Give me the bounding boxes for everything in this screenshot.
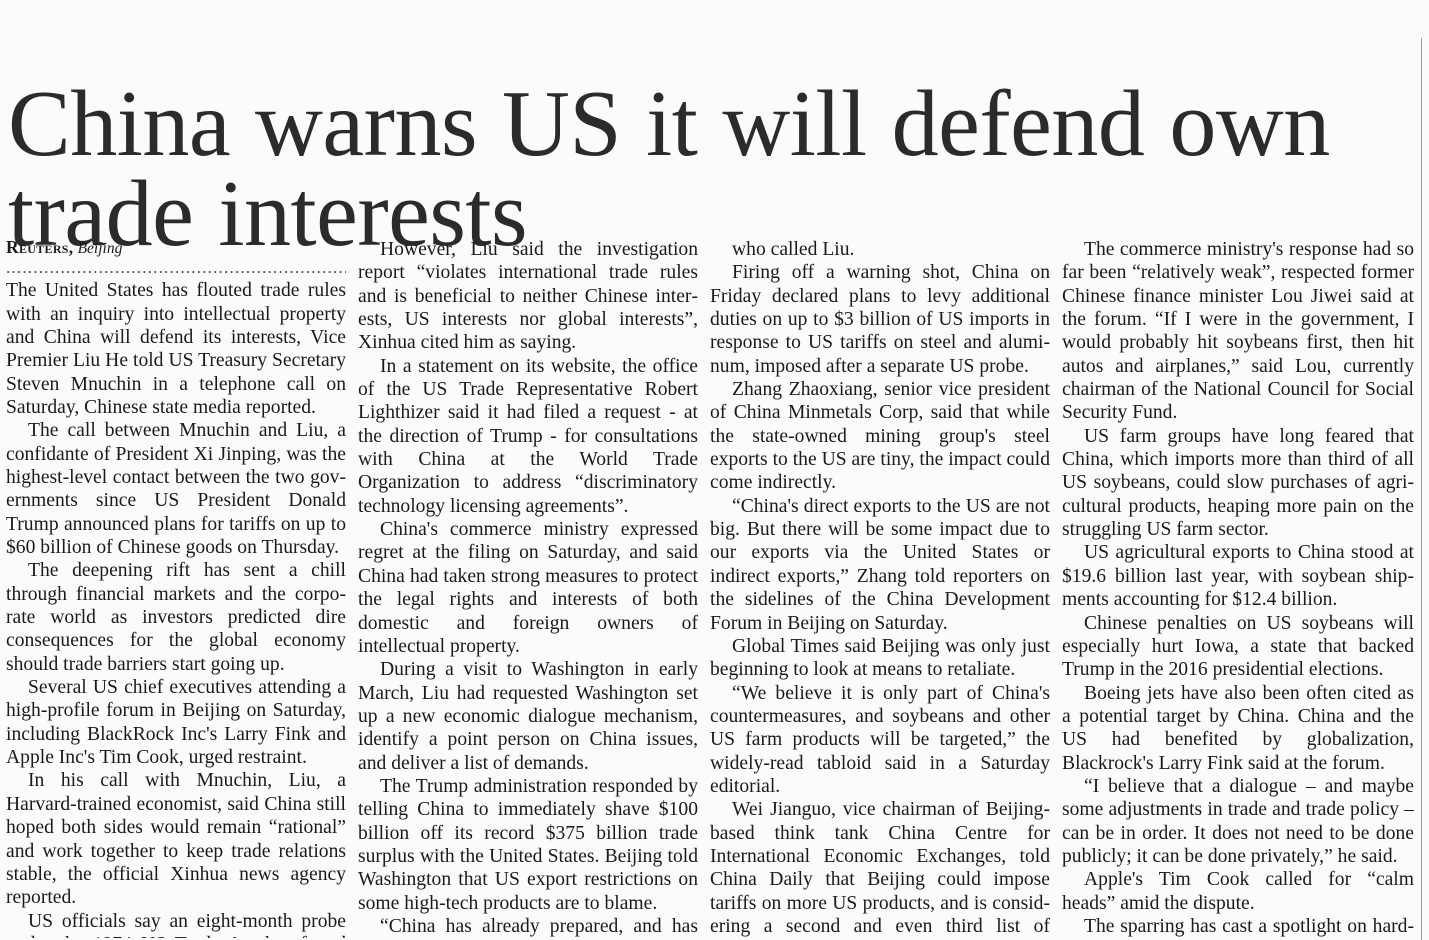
paragraph: The sparring has cast a spotlight on har…	[1084, 915, 1414, 937]
paragraph: During a visit to Washington in early Ma…	[358, 659, 698, 774]
paragraph: Zhang Zhaoxiang, senior vice president o…	[710, 379, 1050, 494]
paragraph: The commerce ministry's response had so …	[1062, 239, 1414, 424]
paragraph: US officials say an eight-month probe un…	[6, 910, 346, 938]
paragraph: China's commerce ministry expressed regr…	[358, 519, 698, 657]
paragraph: “China has already prepared, and has the…	[380, 915, 698, 937]
article-column-3: who called Liu. Firing off a warning shot…	[710, 238, 1050, 938]
paragraph: The call between Mnuchin and Liu, a conf…	[6, 420, 346, 559]
paragraph: Chinese penalties on US soybeans will es…	[1062, 612, 1414, 681]
paragraph: The deepening rift has sent a chill thro…	[6, 560, 346, 675]
paragraph: US agricultural exports to China stood a…	[1062, 542, 1414, 611]
byline-dotted-rule: ........................................…	[6, 263, 346, 278]
paragraph: In a statement on its website, the offic…	[358, 355, 698, 517]
paragraph: Global Times said Beijing was only just …	[710, 635, 1050, 681]
paragraph: The United States has flouted trade rule…	[6, 280, 346, 418]
paragraph: Apple's Tim Cook called for “calm heads”…	[1062, 869, 1414, 914]
byline-agency: Reuters,	[6, 238, 74, 257]
article-column-1: Reuters, Beijing .......................…	[6, 238, 346, 938]
column-1-body: The United States has flouted trade rule…	[6, 279, 346, 938]
paragraph: who called Liu.	[732, 239, 855, 260]
article-columns: Reuters, Beijing .......................…	[6, 238, 1416, 938]
paragraph: “We believe it is only part of China's c…	[710, 682, 1050, 797]
paragraph: Wei Jianguo, vice chairman of Beijing-ba…	[710, 799, 1050, 937]
article-column-4: The commerce ministry's response had so …	[1062, 238, 1414, 938]
paragraph: In his call with Mnuchin, Liu, a Harvard…	[6, 770, 346, 909]
page-edge-rule	[1421, 38, 1422, 940]
paragraph: US farm groups have long feared that Chi…	[1062, 425, 1414, 541]
paragraph: “I believe that a dialogue – and maybe s…	[1062, 775, 1414, 867]
byline-place: Beijing	[77, 240, 123, 257]
paragraph: However, Liu said the investigation repo…	[358, 239, 698, 354]
paragraph: Several US chief executives attending a …	[6, 677, 346, 769]
paragraph: Firing off a warning shot, China on Frid…	[710, 262, 1050, 377]
column-2-body: However, Liu said the investigation repo…	[358, 238, 698, 938]
column-3-body: who called Liu. Firing off a warning shot…	[710, 238, 1050, 938]
article-column-2: However, Liu said the investigation repo…	[358, 238, 698, 938]
column-4-body: The commerce ministry's response had so …	[1062, 238, 1414, 938]
paragraph: “China's direct exports to the US are no…	[710, 495, 1050, 634]
paragraph: The Trump administration responded by te…	[358, 775, 698, 914]
paragraph: Boeing jets have also been often cited a…	[1062, 682, 1414, 774]
page-headline: China warns US it will defend own trade …	[8, 71, 1330, 267]
byline: Reuters, Beijing	[6, 238, 346, 257]
